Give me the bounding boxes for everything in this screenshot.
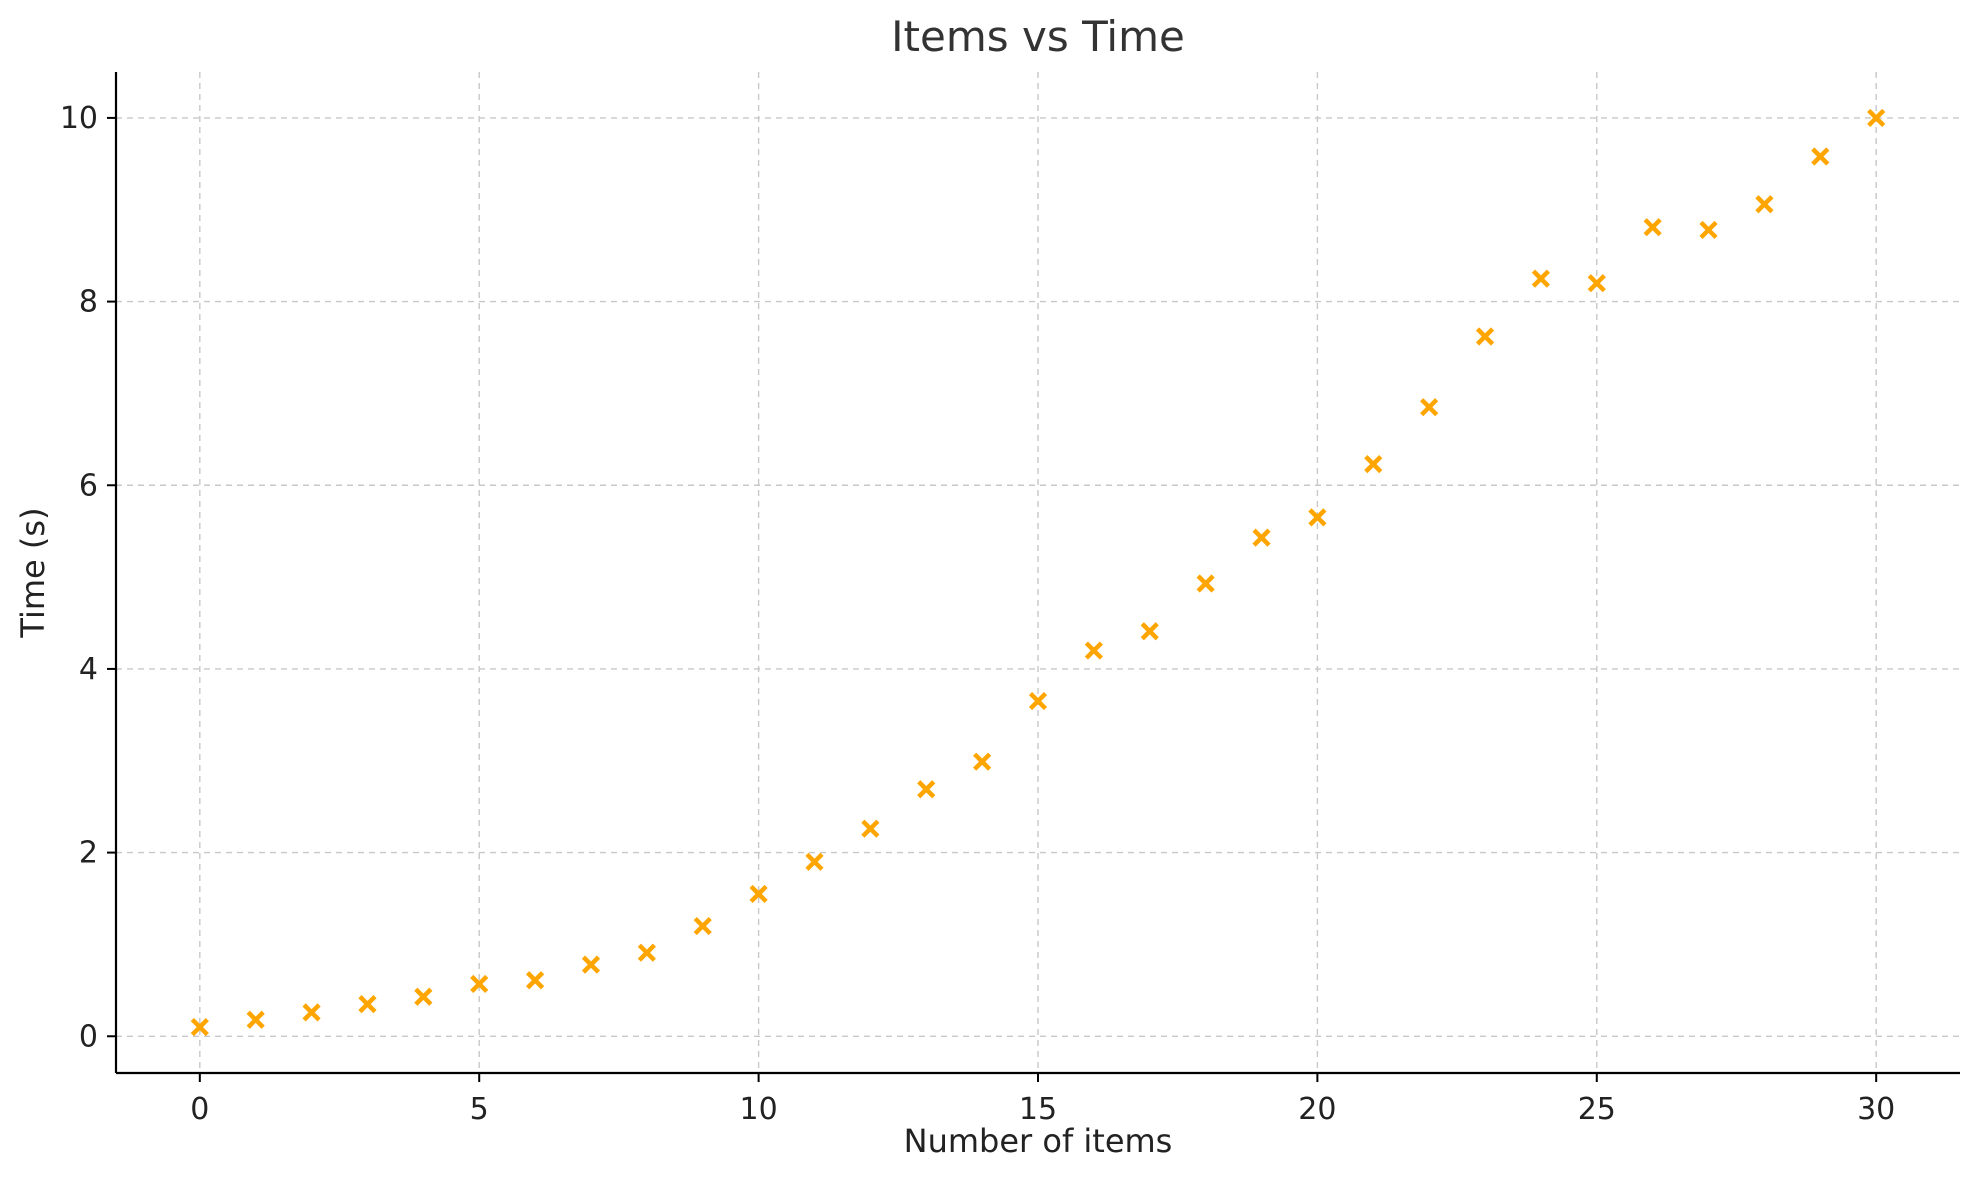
data-point: [917, 780, 936, 799]
data-point: [1308, 508, 1327, 527]
data-point: [414, 987, 433, 1006]
data-point: [693, 916, 712, 936]
data-point: [470, 974, 489, 994]
data-point: [1811, 147, 1830, 166]
y-axis-label: Time (s): [14, 507, 52, 638]
data-point: [1475, 327, 1495, 346]
data-point: [1867, 108, 1886, 128]
y-tick-label: 10: [60, 101, 98, 136]
data-point: [973, 752, 992, 771]
data-point: [1140, 622, 1159, 641]
y-tick-label: 2: [79, 836, 98, 871]
data-point: [637, 943, 656, 962]
y-tick-label: 4: [79, 652, 98, 687]
data-points: [190, 108, 1886, 1037]
data-point: [525, 971, 545, 990]
data-point: [1587, 274, 1606, 293]
data-point: [1196, 574, 1215, 593]
data-point: [861, 819, 880, 838]
x-tick-label: 0: [190, 1092, 209, 1127]
chart-title: Items vs Time: [891, 12, 1185, 61]
data-point: [1084, 641, 1103, 660]
data-point: [1643, 218, 1662, 237]
x-tick-label: 5: [470, 1092, 489, 1127]
data-point: [1531, 269, 1551, 288]
x-tick-label: 10: [740, 1092, 778, 1127]
data-point: [246, 1010, 265, 1029]
x-tick-label: 20: [1298, 1092, 1336, 1127]
data-point: [302, 1003, 321, 1022]
y-tick-label: 8: [79, 285, 98, 320]
data-point: [358, 995, 377, 1014]
data-point: [1420, 398, 1439, 417]
data-point: [1028, 691, 1048, 711]
data-point: [581, 955, 601, 974]
grid: [116, 72, 1960, 1073]
x-tick-label: 30: [1857, 1092, 1895, 1127]
y-tick-label: 6: [79, 468, 98, 503]
data-point: [190, 1017, 209, 1037]
x-tick-label: 15: [1019, 1092, 1057, 1127]
x-tick-label: 25: [1578, 1092, 1616, 1127]
data-point: [805, 852, 824, 871]
data-point: [1364, 455, 1383, 474]
data-point: [1755, 195, 1774, 214]
y-tick-label: 0: [79, 1019, 98, 1054]
ticks: 0 5 10 15 20 25 30 0 2 4 6 8 10: [60, 101, 1895, 1127]
data-point: [749, 884, 768, 904]
data-point: [1252, 528, 1271, 547]
data-point: [1699, 220, 1718, 240]
x-axis-label: Number of items: [904, 1122, 1173, 1160]
